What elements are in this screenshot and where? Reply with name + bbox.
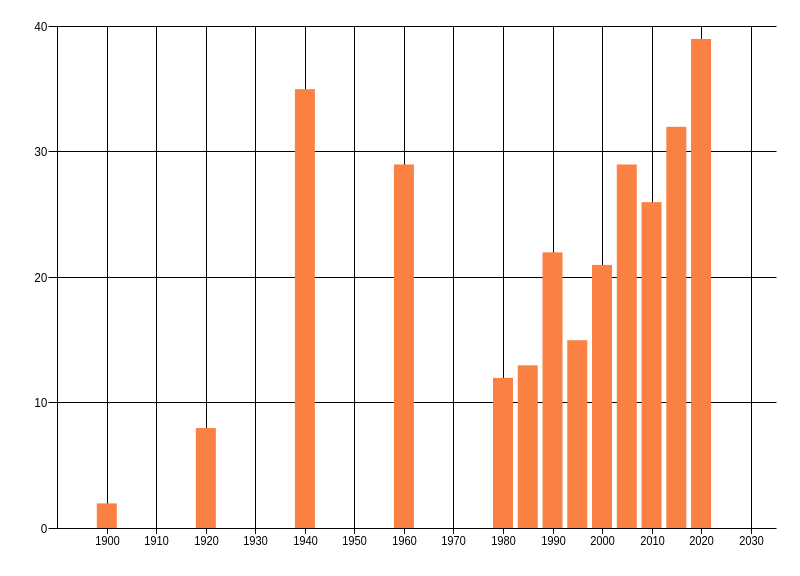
svg-text:1940: 1940 bbox=[293, 534, 318, 548]
svg-text:1920: 1920 bbox=[194, 534, 219, 548]
svg-text:1970: 1970 bbox=[441, 534, 466, 548]
svg-text:0: 0 bbox=[41, 522, 48, 536]
svg-text:1900: 1900 bbox=[95, 534, 120, 548]
svg-text:1990: 1990 bbox=[541, 534, 566, 548]
svg-text:2010: 2010 bbox=[640, 534, 665, 548]
svg-text:1930: 1930 bbox=[243, 534, 268, 548]
svg-text:2030: 2030 bbox=[739, 534, 764, 548]
svg-text:1960: 1960 bbox=[392, 534, 417, 548]
svg-text:1980: 1980 bbox=[491, 534, 516, 548]
svg-text:10: 10 bbox=[34, 396, 47, 410]
svg-text:2020: 2020 bbox=[689, 534, 714, 548]
svg-text:1950: 1950 bbox=[342, 534, 367, 548]
svg-text:40: 40 bbox=[34, 20, 47, 34]
svg-text:20: 20 bbox=[34, 271, 47, 285]
svg-text:1910: 1910 bbox=[144, 534, 169, 548]
svg-text:2000: 2000 bbox=[590, 534, 615, 548]
svg-text:30: 30 bbox=[34, 145, 47, 159]
